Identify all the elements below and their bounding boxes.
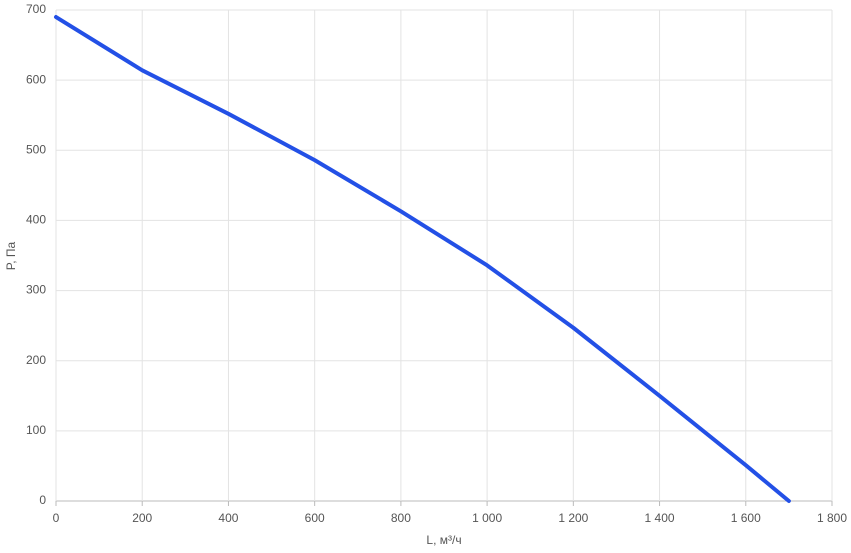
x-tick-label: 400 xyxy=(218,511,238,525)
y-tick-label: 400 xyxy=(26,213,46,227)
x-tick-label: 1 200 xyxy=(558,511,588,525)
y-tick-label: 600 xyxy=(26,72,46,86)
x-tick-label: 200 xyxy=(132,511,152,525)
y-tick-label: 300 xyxy=(26,283,46,297)
y-tick-label: 200 xyxy=(26,353,46,367)
x-tick-label: 0 xyxy=(53,511,60,525)
x-axis-title: L, м³/ч xyxy=(426,533,461,547)
data-line xyxy=(54,15,791,503)
y-tick-label: 100 xyxy=(26,423,46,437)
x-tick-label: 1 400 xyxy=(645,511,675,525)
y-tick-label: 700 xyxy=(26,2,46,16)
x-tick-label: 1 600 xyxy=(731,511,761,525)
y-axis-title: P, Па xyxy=(4,241,18,270)
x-tick-label: 1 000 xyxy=(472,511,502,525)
x-tick-label: 600 xyxy=(305,511,325,525)
x-tick-label: 800 xyxy=(391,511,411,525)
y-tick-label: 500 xyxy=(26,142,46,156)
y-tick-label: 0 xyxy=(39,493,46,507)
x-tick-label: 1 800 xyxy=(817,511,847,525)
